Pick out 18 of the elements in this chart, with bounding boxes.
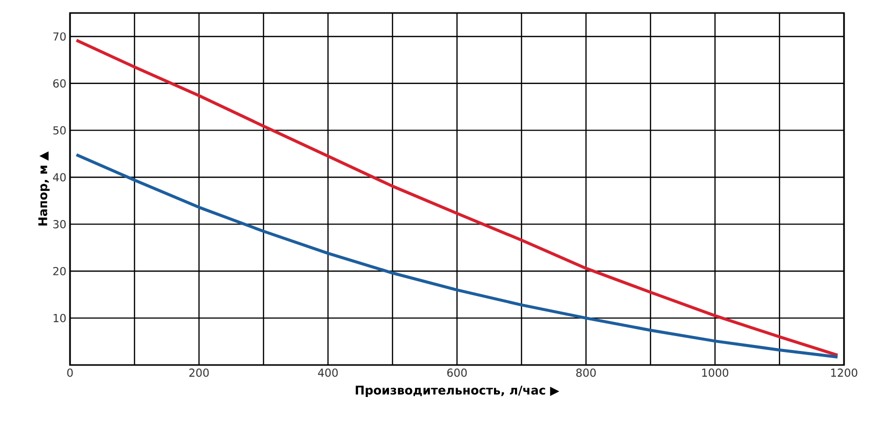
y-tick-label: 40 [53,173,66,182]
x-tick-label: 1200 [831,368,858,377]
y-tick-label: 70 [53,32,66,41]
y-tick-label: 20 [53,266,66,276]
x-tick-label: 1000 [702,368,728,377]
y-axis-title: Напор, м ▲ [38,151,50,226]
line-series [74,153,840,359]
line-series [74,38,840,357]
x-tick-label: 200 [189,368,209,377]
y-tick-label: 50 [53,126,66,134]
x-tick-label: 800 [576,368,596,377]
x-tick-label: 600 [447,368,467,377]
x-tick-label: 400 [318,368,338,377]
y-tick-label: 10 [54,314,66,322]
x-tick-label: 0 [67,368,73,377]
y-tick-label: 60 [53,79,66,88]
x-axis-title: Производительность, л/час ▶ [356,386,560,397]
y-tick-label: 30 [53,220,66,228]
